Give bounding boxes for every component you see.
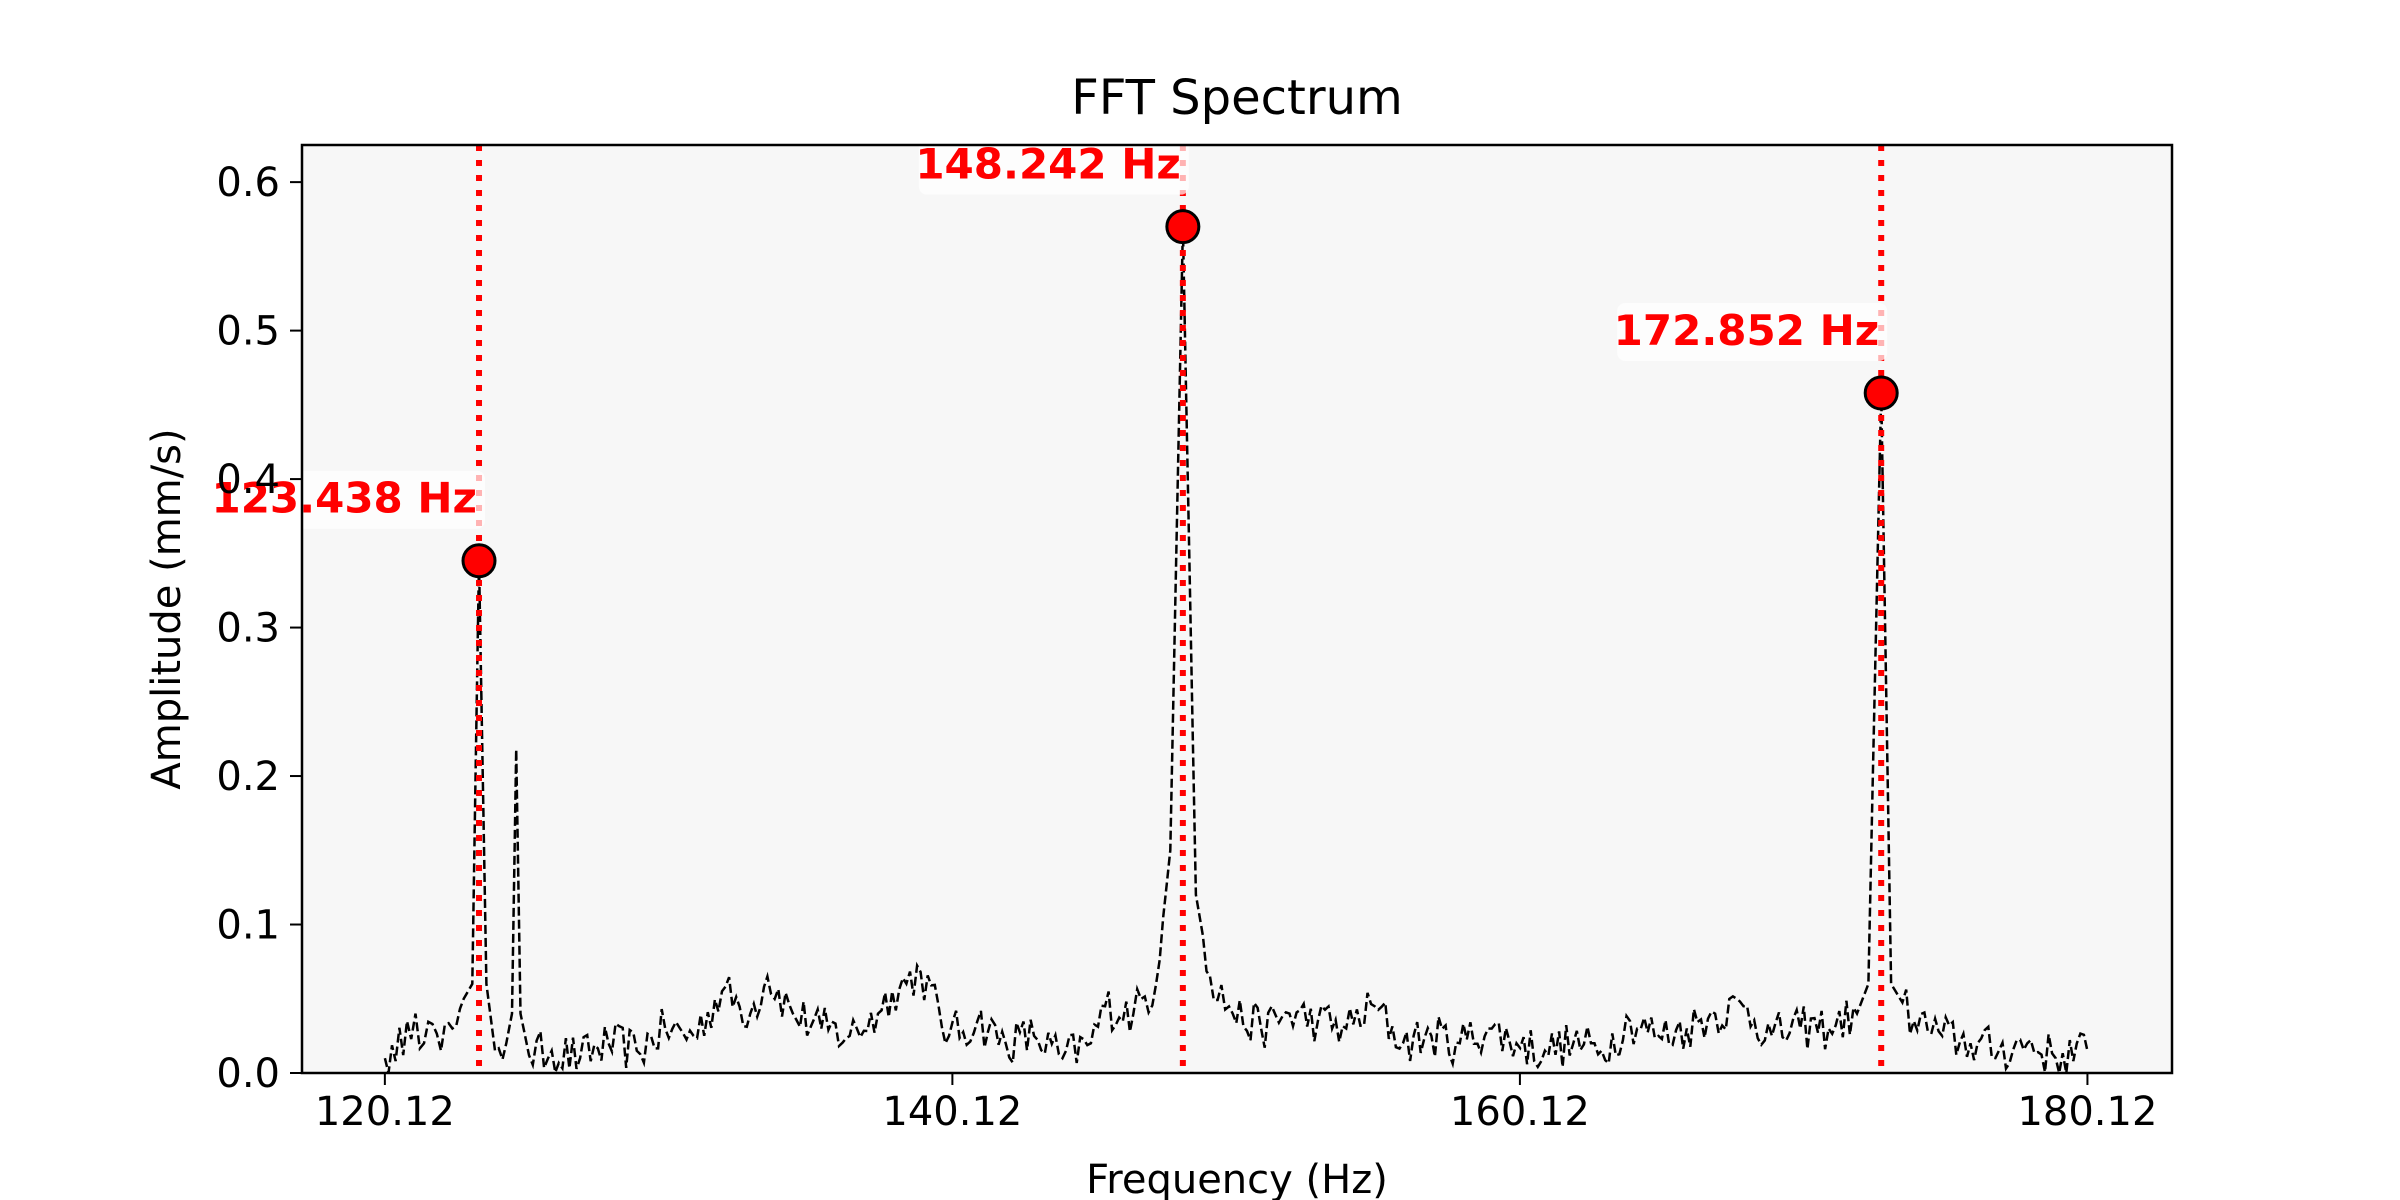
- y-tick-label-7: 0.6: [216, 160, 280, 206]
- peak-markers: [461, 209, 1899, 579]
- peak-marker-2: [1165, 209, 1201, 245]
- x-tick-label-2: 140.12: [882, 1089, 1022, 1135]
- series-layer: [383, 226, 2089, 1078]
- y-tick-label-3: 0.2: [216, 754, 280, 800]
- peak-labels: 123.438 Hz 148.242 Hz 172.852 Hz: [211, 136, 1888, 529]
- x-axis-label: Frequency (Hz): [1086, 1157, 1388, 1200]
- peak-marker-1: [461, 543, 497, 579]
- x-tick-label-4: 180.12: [2017, 1089, 2157, 1135]
- spectrum-line: [383, 226, 2089, 1078]
- y-tick-label-6: 0.5: [216, 309, 280, 355]
- peak-marker-3: [1863, 375, 1899, 411]
- y-tick-label-5: 0.4: [216, 457, 280, 503]
- x-tick-label-1: 120.12: [315, 1089, 455, 1135]
- y-tick-label-2: 0.1: [216, 903, 280, 949]
- peak-label-box-2: [918, 136, 1189, 195]
- y-tick-label-1: 0.0: [216, 1051, 280, 1097]
- peak-label-2: 148.242 Hz: [915, 140, 1181, 189]
- y-axis-label: Amplitude (mm/s): [144, 428, 190, 789]
- y-tick-label-4: 0.3: [216, 606, 280, 652]
- plot-frame: [300, 143, 2174, 1075]
- plot-area: [302, 145, 2172, 1073]
- peak-label-box-1: [215, 470, 486, 529]
- chart-title: FFT Spectrum: [1071, 70, 1403, 126]
- peak-label-box-3: [1617, 302, 1888, 361]
- y-axis: 0.0 0.1 0.2 0.3 0.4 0.5 0.6: [216, 160, 302, 1097]
- x-axis: 120.12 140.12 160.12 180.12: [315, 1073, 2157, 1135]
- peak-label-3: 172.852 Hz: [1614, 306, 1880, 355]
- peak-label-1: 123.438 Hz: [211, 474, 477, 523]
- x-tick-label-3: 160.12: [1450, 1089, 1590, 1135]
- peak-vlines: [476, 145, 1885, 1073]
